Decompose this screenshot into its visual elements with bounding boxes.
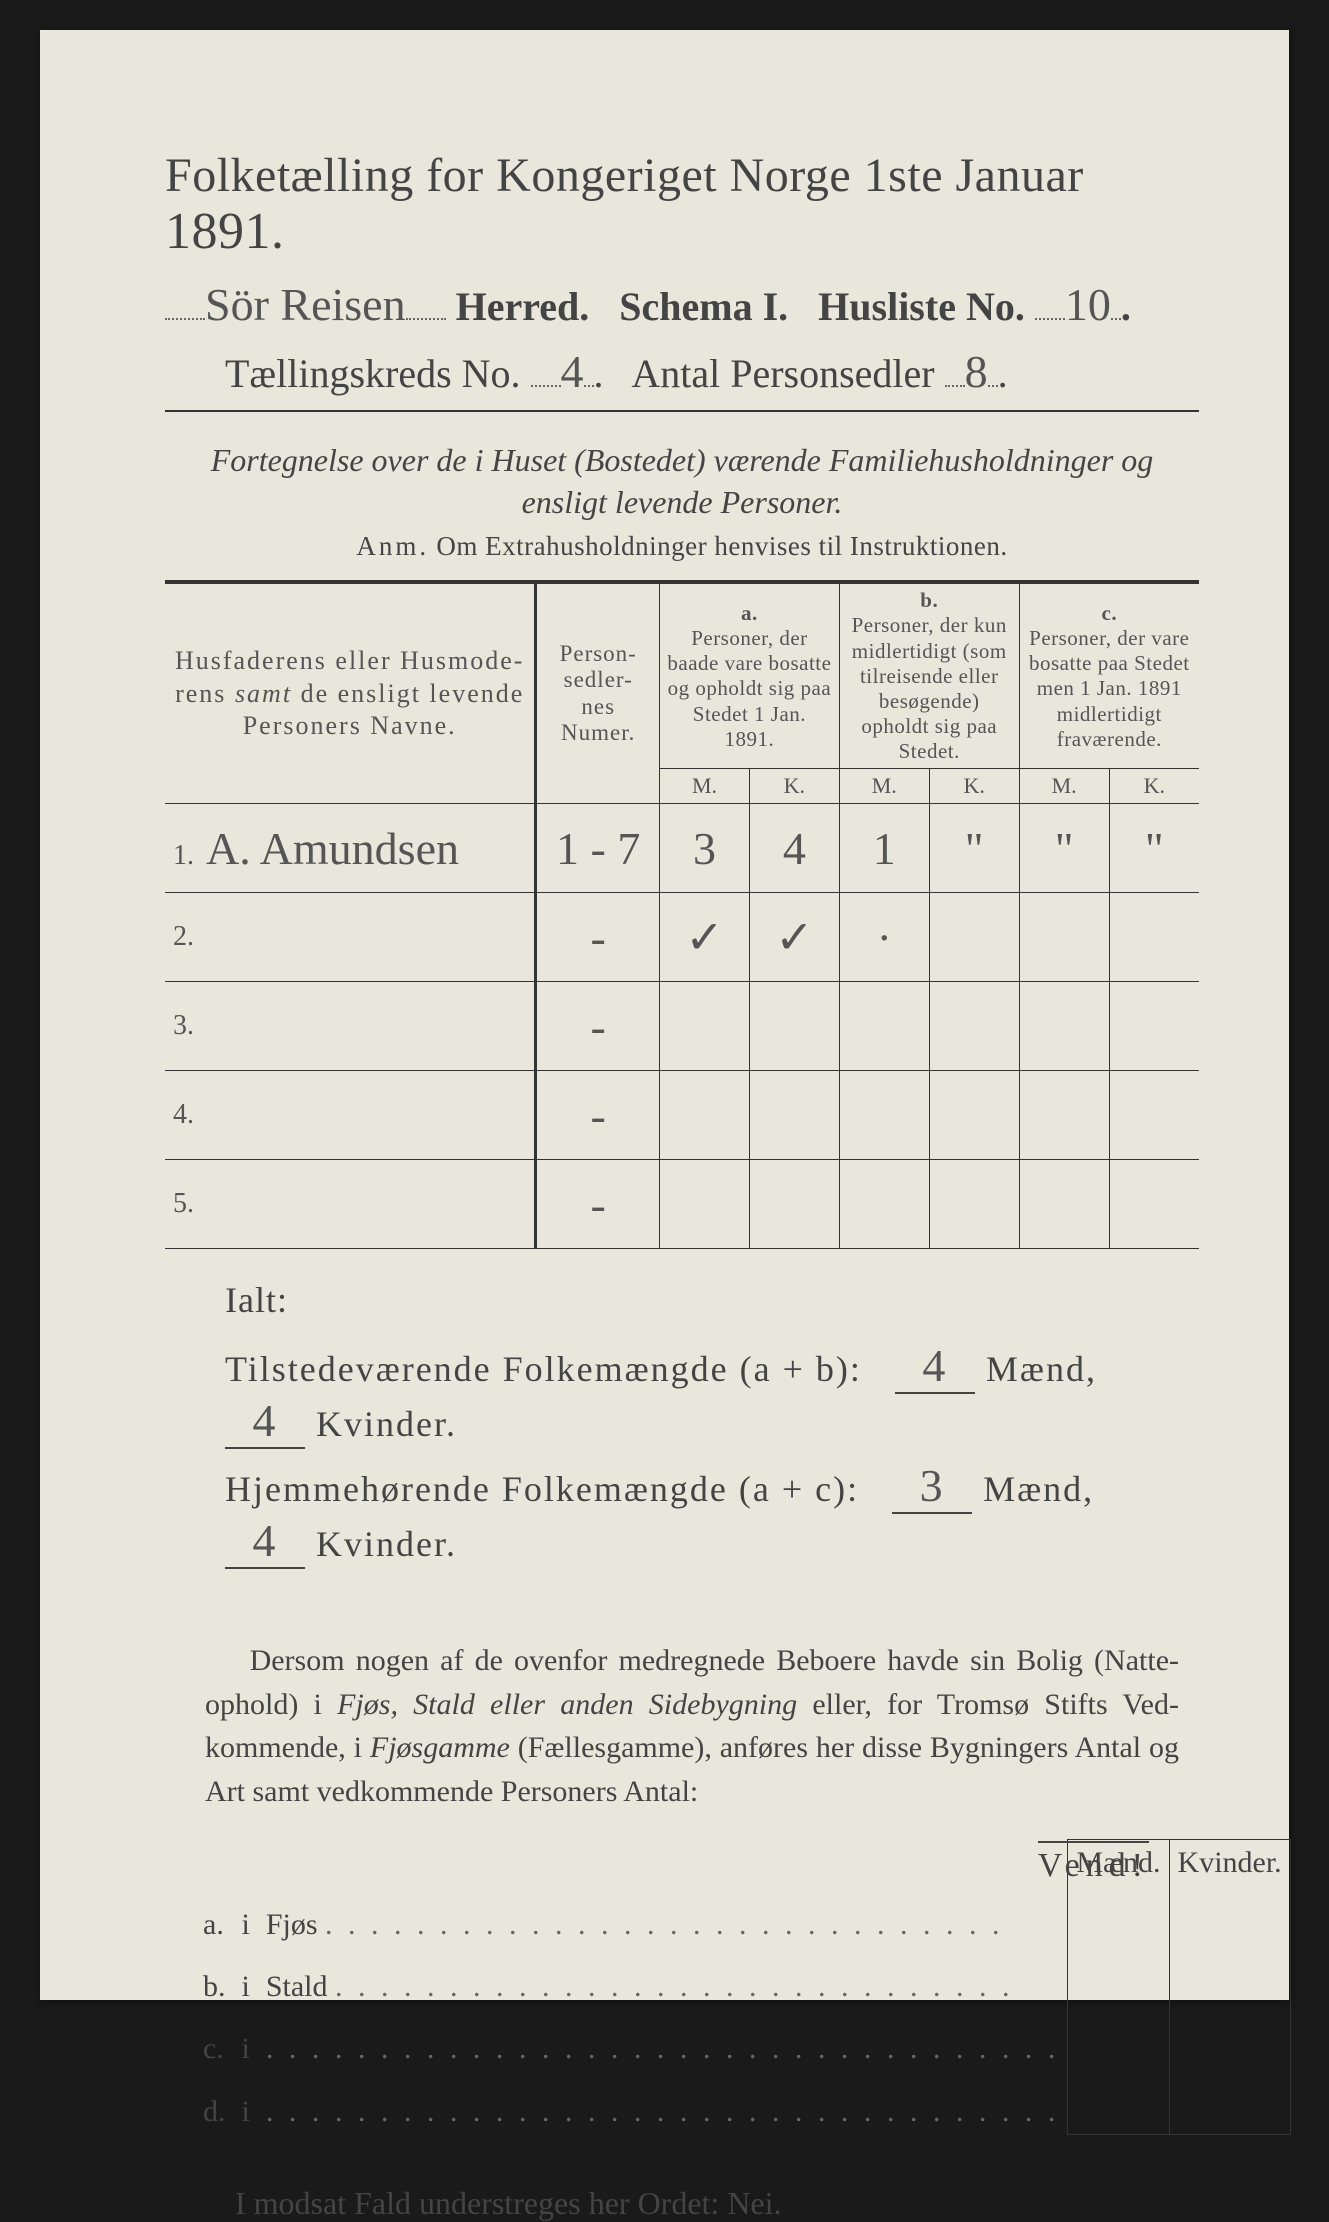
b-K: K. [929,769,1019,804]
bld-i: i [234,1886,258,1948]
cell: " [1109,804,1199,893]
table-row: 2. - ✓ ✓ · [165,893,1199,982]
maend-label: Mænd, [986,1349,1097,1389]
herred-label: Herred. [456,284,590,329]
herred-handwritten: Sör Reisen [205,279,406,330]
b-txt: Personer, der kun midlertidigt (som tilr… [852,613,1007,763]
sum1-k: 4 [225,1394,305,1449]
cell: ✓ [660,893,750,982]
row-num: 2. [173,921,194,952]
cell: ✓ [749,893,839,982]
bld-kvinder-hdr: Kvinder. [1169,1840,1290,1887]
anm-line: Anm. Om Extrahusholdninger henvises til … [165,531,1199,562]
kreds-no: 4 [561,346,584,397]
line-herred: Sör Reisen Herred. Schema I. Husliste No… [165,278,1199,331]
c-M: M. [1019,769,1109,804]
line-kreds: Tællingskreds No. 4. Antal Personsedler … [165,345,1199,398]
schema-label: Schema I. [619,284,788,329]
c-txt: Personer, der vare bosatte paa Stedet me… [1029,626,1190,751]
row-sedler: - [536,1071,660,1160]
husliste-no: 10 [1065,279,1111,330]
sum1-label: Tilstedeværende Folkemængde (a + b): [225,1349,862,1389]
bld-i: i [234,1948,258,2010]
kvinder-label: Kvinder. [316,1404,457,1444]
c-hdr: c. [1102,601,1118,625]
nei-line: I modsat Fald understreges her Ordet: Ne… [235,2185,1199,2222]
cell: · [839,893,929,982]
col-numer-header: Person-sedler-nesNumer. [536,582,660,804]
sum1-m: 4 [895,1339,975,1394]
sum-line-2: Hjemmehørende Folkemængde (a + c): 3 Mæn… [225,1459,1199,1569]
row-sedler: - [536,982,660,1071]
a-K: K. [749,769,839,804]
col-c-header: c.Personer, der vare bosatte paa Stedet … [1019,582,1199,769]
row-name: A. Amundsen [206,823,459,874]
row-sedler: - [536,893,660,982]
c-K: K. [1109,769,1199,804]
table-row: 3. - [165,982,1199,1071]
col-b-header: b.Personer, der kun midlertidigt (som ti… [839,582,1019,769]
sum2-k: 4 [225,1514,305,1569]
bld-row: c. i . . . . . . . . . . . . . . . . . .… [195,2010,1290,2072]
sum2-label: Hjemmehørende Folkemængde (a + c): [225,1469,859,1509]
husliste-label: Husliste No. [818,284,1025,329]
ialt-label: Ialt: [225,1279,1199,1321]
cell: 3 [660,804,750,893]
bld-row: d. i . . . . . . . . . . . . . . . . . .… [195,2072,1290,2135]
bld-label: Fjøs [266,1908,318,1941]
bld-key: a. [195,1886,234,1948]
bld-i: i [234,2072,258,2135]
row-num: 5. [173,1188,194,1219]
b-hdr: b. [920,588,938,612]
b-M: M. [839,769,929,804]
bld-row: a. i Fjøs . . . . . . . . . . . . . . . … [195,1886,1290,1948]
bld-key: c. [195,2010,234,2072]
anm-text: Om Extrahusholdninger henvises til Instr… [436,531,1007,561]
kvinder-label: Kvinder. [316,1524,457,1564]
cell: 4 [749,804,839,893]
a-txt: Personer, der baade vare bosatte og opho… [667,626,831,751]
bld-label: Stald [266,1970,328,2003]
title-text: Folketælling for Kongeriget Norge 1ste J… [165,149,1084,202]
subtitle-text: Fortegnelse over de i Huset (Bostedet) v… [211,442,1154,520]
census-table: Husfaderens eller Husmode-rens samt de e… [165,580,1199,1249]
kreds-label: Tællingskreds No. [225,351,521,396]
row-num: 4. [173,1099,194,1130]
sedler-label: Antal Personsedler [631,351,934,396]
rule-1 [165,410,1199,412]
cell [1019,893,1109,982]
a-hdr: a. [741,601,758,625]
buildings-paragraph: Dersom nogen af de ovenfor medregnede Be… [205,1639,1179,1813]
col-a-header: a.Personer, der baade vare bosatte og op… [660,582,840,769]
bld-i: i [234,2010,258,2072]
maend-label: Mænd, [983,1469,1094,1509]
cell [1109,893,1199,982]
vend-label: Vend! [1038,1841,1149,1885]
title-year: 1891. [165,203,285,260]
sum-line-1: Tilstedeværende Folkemængde (a + b): 4 M… [225,1339,1199,1449]
bld-key: b. [195,1948,234,2010]
table-row: 1. A. Amundsen 1 - 7 3 4 1 " " " [165,804,1199,893]
a-M: M. [660,769,750,804]
sedler-no: 8 [965,346,988,397]
table-row: 5. - [165,1160,1199,1249]
form-title: Folketælling for Kongeriget Norge 1ste J… [165,150,1199,260]
bld-row: b. i Stald . . . . . . . . . . . . . . .… [195,1948,1290,2010]
table-row: 4. - [165,1071,1199,1160]
row-num: 3. [173,1010,194,1041]
bld-key: d. [195,2072,234,2135]
row-num: 1. [173,840,194,871]
cell: 1 [839,804,929,893]
cell: " [929,804,1019,893]
subtitle: Fortegnelse over de i Huset (Bostedet) v… [205,440,1159,523]
col-names-header: Husfaderens eller Husmode-rens samt de e… [165,582,536,804]
sum2-m: 3 [892,1459,972,1514]
row-sedler: 1 - 7 [536,804,660,893]
cell: " [1019,804,1109,893]
row-sedler: - [536,1160,660,1249]
cell [929,893,1019,982]
census-form-page: Folketælling for Kongeriget Norge 1ste J… [40,30,1289,2000]
